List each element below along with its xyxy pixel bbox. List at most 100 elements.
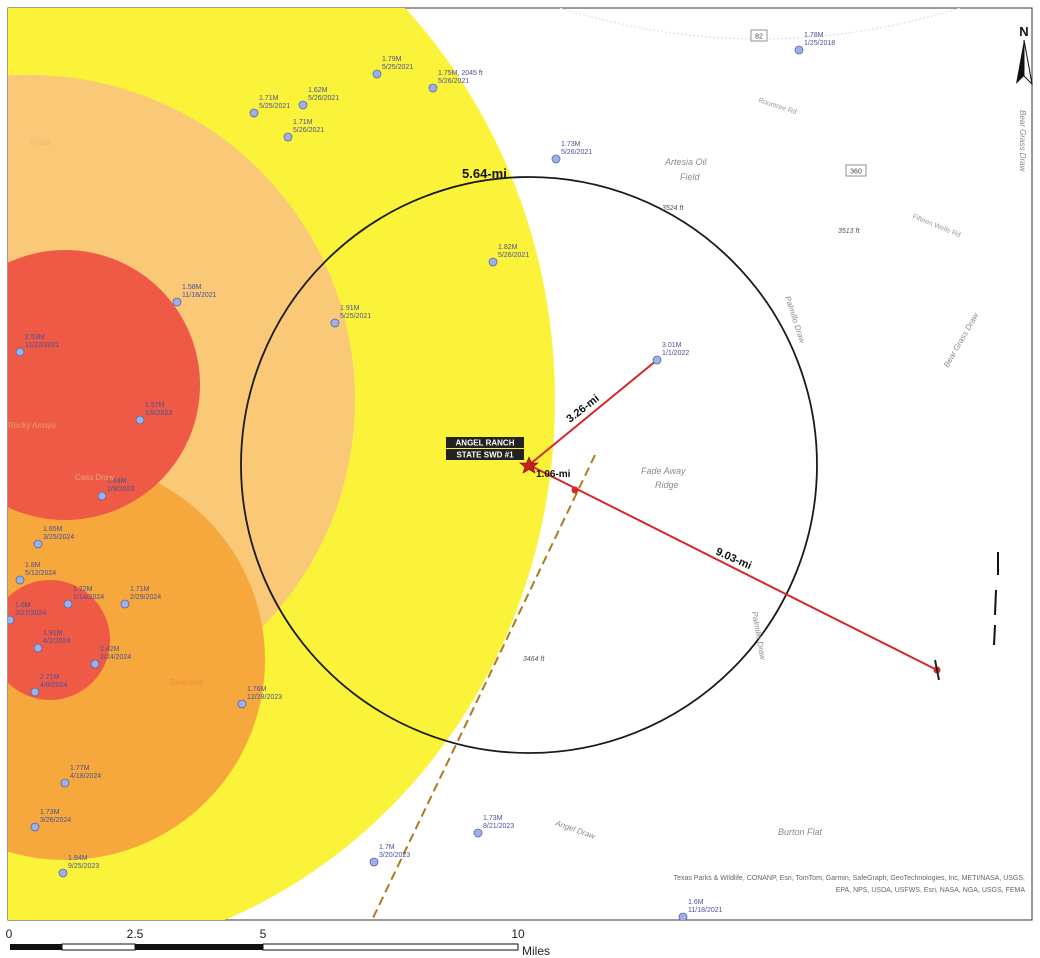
attribution-line1: Texas Parks & Wildlife, CONANP, Esri, To…	[674, 875, 1025, 882]
event-dot[interactable]	[298, 100, 308, 110]
event-magnitude: 1.6M	[688, 899, 704, 906]
event-dot[interactable]	[33, 643, 43, 653]
event-dot[interactable]	[15, 347, 25, 357]
event-marker[interactable]: 1.8M5/12/2024	[15, 562, 56, 585]
fault-line	[371, 454, 596, 920]
event-dot[interactable]	[58, 868, 68, 878]
place-left-1: Rocky Arroyo	[8, 421, 56, 430]
event-magnitude: 1.62M	[308, 87, 328, 94]
site-star-icon[interactable]	[519, 456, 539, 474]
event-dot[interactable]	[30, 822, 40, 832]
line-to-3-01m	[528, 359, 658, 466]
nearby-point[interactable]	[571, 486, 579, 494]
north-arrow-icon-right	[1023, 39, 1033, 86]
scale-label-10: 10	[511, 927, 525, 941]
label-1-06mi: 1.06-mi	[536, 469, 571, 480]
radius-circle	[240, 176, 818, 754]
event-dot[interactable]	[90, 659, 100, 669]
event-dot[interactable]	[249, 108, 259, 118]
event-dot[interactable]	[30, 687, 40, 697]
event-dot[interactable]	[135, 415, 145, 425]
event-marker[interactable]: 1.7M3/20/2023	[369, 844, 410, 867]
event-date: 5/25/2021	[382, 64, 413, 71]
shield-360-icon	[845, 164, 867, 177]
event-dot[interactable]	[794, 45, 804, 55]
event-magnitude: 1.76M	[247, 686, 267, 693]
event-marker[interactable]: 1.6M2/27/2024	[6, 602, 46, 625]
event-dot[interactable]	[488, 257, 498, 267]
event-date: 1/1/2022	[662, 350, 689, 357]
event-dot[interactable]	[120, 599, 130, 609]
event-dot[interactable]	[15, 575, 25, 585]
event-dot[interactable]	[97, 491, 107, 501]
event-dot[interactable]	[330, 318, 340, 328]
event-magnitude: 1.75M, 2045 ft	[438, 70, 483, 77]
event-dot[interactable]	[473, 828, 483, 838]
far-point-tick	[934, 659, 940, 681]
event-dot[interactable]	[60, 778, 70, 788]
event-magnitude: 1.64M	[107, 478, 127, 485]
scale-seg-2	[61, 943, 136, 951]
event-dot[interactable]	[63, 599, 73, 609]
event-magnitude: 1.71M	[259, 95, 279, 102]
event-dot[interactable]	[372, 69, 382, 79]
event-dot[interactable]	[237, 699, 247, 709]
feature-field: Field	[680, 172, 701, 182]
event-dot[interactable]	[369, 857, 379, 867]
event-dot[interactable]	[6, 615, 15, 625]
event-dot[interactable]	[33, 539, 43, 549]
scale-seg-1	[10, 944, 62, 950]
feature-bear-grass-draw-edge: Bear Grass Draw	[1018, 110, 1027, 173]
event-magnitude: 1.73M	[561, 141, 581, 148]
shield-360-label: 360	[850, 169, 862, 176]
event-marker[interactable]: 1.75M, 2045 ft5/26/2021	[428, 70, 483, 93]
event-date: 5/25/2021	[340, 313, 371, 320]
event-date: 11/22/2021	[25, 342, 60, 349]
scale-label-0: 0	[6, 927, 13, 941]
event-date: 5/26/2021	[438, 78, 469, 85]
event-date: 5/26/2021	[561, 149, 592, 156]
event-dot[interactable]	[551, 154, 561, 164]
elev-3464: 3464 ft	[523, 656, 545, 663]
event-magnitude: 1.58M	[182, 284, 202, 291]
site-label-line2: STATE SWD #1	[456, 451, 514, 460]
elev-3513: 3513 ft	[838, 228, 860, 235]
event-dot[interactable]	[283, 132, 293, 142]
event-magnitude: 1.82M	[498, 244, 518, 251]
event-date: 1/8/2023	[145, 410, 172, 417]
event-dot[interactable]	[678, 912, 688, 921]
event-magnitude: 1.91M	[340, 305, 360, 312]
place-left-3: Riverside	[170, 678, 204, 687]
scale-seg-4	[262, 943, 519, 951]
event-dot[interactable]	[428, 83, 438, 93]
event-dot[interactable]	[652, 355, 662, 365]
north-label: N	[1019, 24, 1028, 39]
event-dot[interactable]	[172, 297, 182, 307]
